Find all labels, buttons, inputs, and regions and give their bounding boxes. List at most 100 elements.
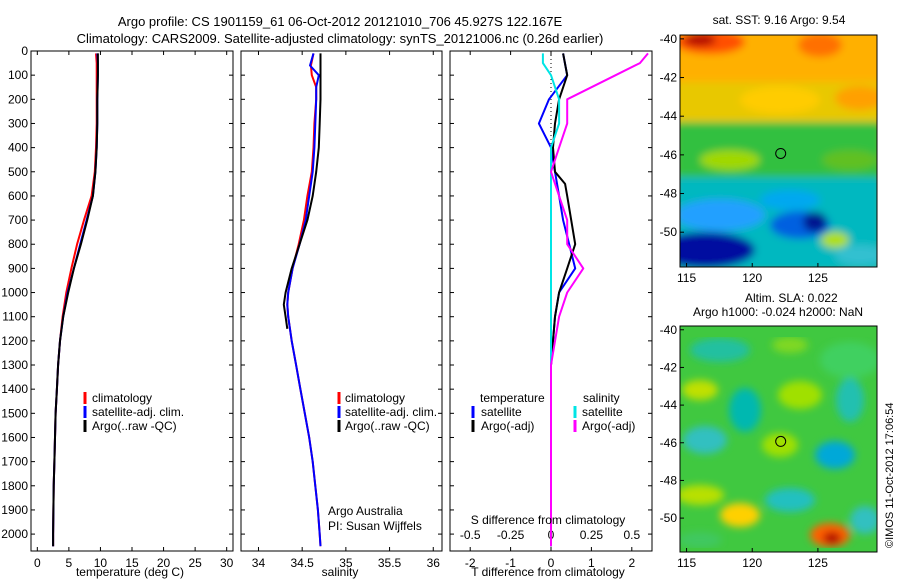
- depth-tick-label: 700: [8, 213, 28, 227]
- sla-map-frame: [679, 325, 878, 553]
- profile-line-argo: [282, 53, 322, 329]
- lat-tick-label: -40: [660, 323, 678, 337]
- legend-label-climatology: climatology: [345, 391, 405, 405]
- depth-tick-label: 300: [8, 116, 28, 130]
- lat-tick-label: -48: [660, 473, 678, 487]
- depth-tick-label: 1100: [2, 310, 28, 324]
- sla-axes: 115 120 125 -40 -42 -44 -46 -48 -50: [660, 323, 829, 570]
- depth-tick-label: 1700: [1, 455, 28, 469]
- imos-watermark: ©IMOS 11-Oct-2012 17:06:54: [884, 403, 896, 548]
- x-tick-label: 1: [588, 556, 595, 570]
- salinity-xlabel: salinity: [322, 565, 359, 579]
- depth-tick-label: 800: [8, 237, 28, 251]
- lon-tick-label: 115: [677, 271, 696, 285]
- x-tick-label: 36: [427, 556, 441, 570]
- argo-float-marker: [775, 435, 787, 447]
- x-tick-label: 25: [188, 556, 202, 570]
- sst-map: sat. SST: 9.16 Argo: 9.54: [660, 13, 878, 285]
- temperature-profiles: [52, 53, 99, 547]
- sst-map-frame: [679, 34, 878, 268]
- legend-label-s-argo: Argo(-adj): [582, 419, 635, 433]
- depth-tick-label: 1900: [1, 503, 28, 517]
- depth-tick-label: 200: [8, 92, 28, 106]
- salinity-x-axis: 34 34.5 35 35.5 36: [252, 51, 440, 570]
- x-tick-label: 2: [628, 556, 635, 570]
- sla-map-title-line1: Altim. SLA: 0.022: [745, 291, 838, 305]
- legend-label-argo: Argo(..raw -QC): [92, 419, 177, 433]
- lat-tick-label: -42: [660, 360, 678, 374]
- salinity-axes-box: [240, 50, 443, 552]
- depth-tick-label: 1000: [1, 286, 28, 300]
- salinity-legend: climatology satellite-adj. clim. Argo(..…: [337, 391, 437, 433]
- depth-axis: 0 100 200 300 400 500 600 700 800 900 1000 1100 1200…: [1, 44, 233, 541]
- lat-tick-label: -46: [660, 148, 678, 162]
- difference-depth-ticks: [450, 50, 652, 535]
- difference-xlabel: T difference from climatology: [471, 565, 625, 579]
- sla-map: Altim. SLA: 0.022 Argo h1000: -0.024 h20…: [660, 291, 878, 570]
- lat-tick-label: -50: [660, 511, 678, 525]
- lat-tick-label: -40: [660, 32, 678, 46]
- salinity-panel: 34 34.5 35 35.5 36 salinity climatology sate…: [240, 50, 443, 579]
- lat-tick-label: -44: [660, 109, 678, 123]
- temperature-xlabel: temperature (deg C): [76, 565, 184, 579]
- x-tick-label: -2: [465, 556, 476, 570]
- lon-tick-label: 125: [808, 271, 828, 285]
- difference-legend: temperature salinity satellite Argo(-adj…: [471, 391, 635, 433]
- lat-tick-label: -42: [660, 71, 678, 85]
- s-diff-tick-label: -0.25: [497, 528, 525, 542]
- legend-label-t-satellite: satellite: [481, 405, 522, 419]
- depth-tick-label: 0: [21, 44, 28, 58]
- lat-tick-label: -46: [660, 436, 678, 450]
- depth-tick-label: 900: [8, 261, 28, 275]
- temperature-x-axis: 0 5 10 15 20 25 30: [34, 51, 234, 570]
- lon-tick-label: 120: [742, 556, 762, 570]
- profile-line-climatology: [52, 53, 98, 547]
- s-diff-tick-label: 0.25: [580, 528, 604, 542]
- x-tick-label: 34: [252, 556, 266, 570]
- difference-panel: -2 -1 0 1 2 -0.5 -0.25 0 0.25 0.5 T difference f…: [449, 50, 653, 579]
- lat-tick-label: -48: [660, 187, 678, 201]
- sst-map-title: sat. SST: 9.16 Argo: 9.54: [713, 13, 846, 27]
- header-title-line1: Argo profile: CS 1901159_61 06-Oct-2012 …: [118, 14, 563, 29]
- depth-tick-label: 600: [8, 189, 28, 203]
- x-tick-label: 35: [339, 556, 353, 570]
- salinity-depth-ticks: [241, 50, 442, 535]
- legend-label-satellite: satellite-adj. clim.: [345, 405, 437, 419]
- lon-tick-label: 120: [742, 271, 762, 285]
- x-tick-label: 15: [125, 556, 139, 570]
- depth-tick-label: 1400: [1, 382, 28, 396]
- s-diff-tick-label: 0.5: [623, 528, 640, 542]
- x-tick-label: -1: [505, 556, 516, 570]
- lat-tick-label: -44: [660, 398, 678, 412]
- lon-tick-label: 115: [677, 556, 696, 570]
- depth-tick-label: 400: [8, 141, 28, 155]
- x-tick-label: 35.5: [378, 556, 402, 570]
- s-diff-tick-label: -0.5: [460, 528, 481, 542]
- depth-tick-label: 1800: [1, 479, 28, 493]
- legend-label-argo: Argo(..raw -QC): [345, 419, 430, 433]
- annotation-argo-australia: Argo Australia: [328, 504, 403, 518]
- legend-label-satellite: satellite-adj. clim.: [92, 405, 184, 419]
- depth-tick-label: 1600: [1, 430, 28, 444]
- x-tick-label: 10: [94, 556, 108, 570]
- sst-heatmap: [680, 35, 877, 267]
- difference-profiles: [537, 52, 649, 547]
- profile-line-argo: [550, 53, 577, 547]
- legend-title-salinity: salinity: [583, 391, 620, 405]
- depth-tick-label: 2000: [1, 527, 28, 541]
- legend-label-s-satellite: satellite: [582, 405, 623, 419]
- depth-tick-label: 100: [8, 68, 28, 82]
- header-title-line2: Climatology: CARS2009. Satellite-adjuste…: [77, 31, 604, 46]
- sla-map-title-line2: Argo h1000: -0.024 h2000: NaN: [693, 305, 863, 319]
- sst-axes: 115 120 125 -40 -42 -44 -46 -48 -50: [660, 32, 829, 285]
- x-tick-label: 5: [66, 556, 73, 570]
- profile-line-argo: [52, 53, 99, 547]
- legend-title-temperature: temperature: [480, 391, 545, 405]
- temperature-legend: climatology satellite-adj. clim. Argo(..…: [83, 391, 184, 433]
- x-tick-label: 20: [157, 556, 171, 570]
- depth-tick-label: 500: [8, 165, 28, 179]
- temperature-axes-box: [30, 50, 234, 552]
- x-tick-label: 0: [548, 556, 555, 570]
- depth-tick-label: 1500: [1, 406, 28, 420]
